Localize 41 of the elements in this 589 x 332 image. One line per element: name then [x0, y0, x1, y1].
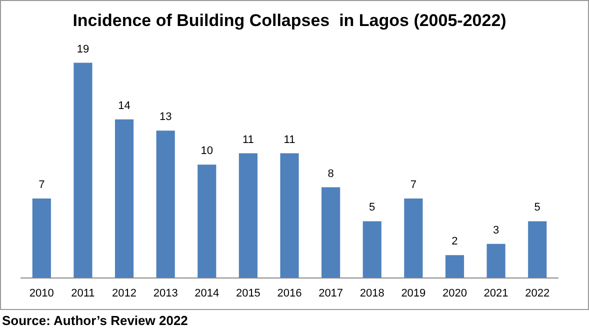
x-tick-label: 2022 — [525, 287, 550, 300]
bar — [445, 255, 464, 278]
data-label: 5 — [369, 202, 376, 214]
data-label: 13 — [159, 111, 172, 124]
x-tick-label: 2010 — [29, 287, 54, 300]
data-label: 2 — [452, 236, 458, 248]
source-note: Source: Author’s Review 2022 — [2, 313, 188, 328]
bar — [74, 62, 92, 278]
x-tick-label: 2015 — [236, 287, 260, 300]
data-label: 3 — [492, 224, 500, 236]
bar — [486, 244, 506, 278]
x-tick-label: 2021 — [484, 287, 508, 300]
bar — [114, 119, 134, 278]
bar — [238, 153, 258, 278]
x-tick-label: 2014 — [194, 287, 220, 300]
data-label: 5 — [534, 202, 540, 214]
bar — [404, 198, 423, 278]
bar — [156, 130, 175, 278]
bar — [198, 164, 216, 278]
x-tick-label: 2017 — [318, 287, 344, 300]
x-tick-label: 2019 — [401, 287, 426, 300]
data-label: 11 — [284, 134, 296, 146]
x-tick-label: 2013 — [153, 287, 178, 300]
data-label: 8 — [328, 168, 334, 180]
data-label: 7 — [38, 179, 45, 192]
bar — [528, 221, 547, 278]
data-label: 11 — [242, 134, 254, 146]
data-label: 10 — [200, 145, 214, 158]
bar — [362, 221, 382, 278]
data-label: 7 — [410, 179, 416, 192]
x-tick-label: 2011 — [71, 287, 95, 300]
x-tick-label: 2018 — [360, 287, 384, 300]
bar — [322, 187, 340, 278]
data-label: 19 — [76, 43, 90, 56]
chart-title: Incidence of Building Collapses in Lagos (2005-2022) — [72, 10, 506, 30]
x-tick-label: 2016 — [277, 287, 302, 300]
bar — [32, 198, 51, 278]
x-tick-label: 2020 — [442, 287, 467, 300]
x-tick-label: 2012 — [112, 287, 137, 300]
data-label: 14 — [118, 100, 130, 112]
bar — [280, 153, 299, 278]
